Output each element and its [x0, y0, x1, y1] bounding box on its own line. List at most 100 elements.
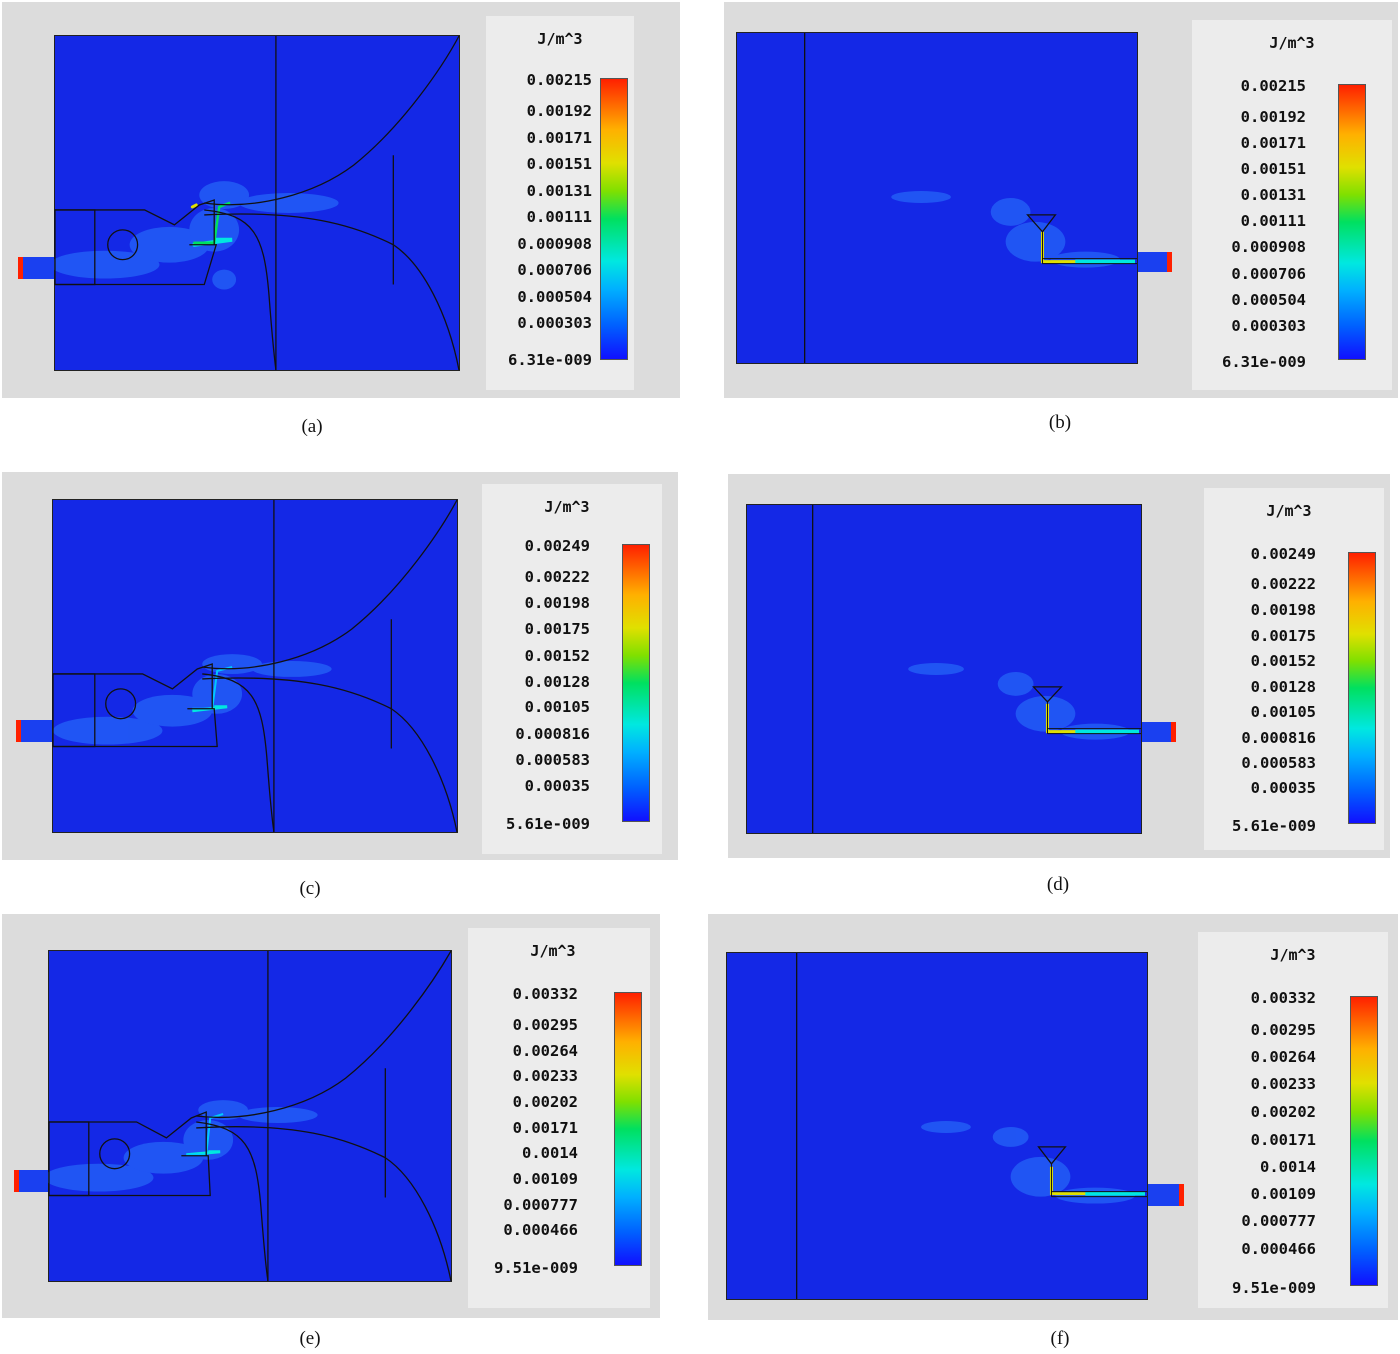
field-hot	[186, 1113, 224, 1157]
tick-label: 9.51e-009	[494, 1259, 578, 1277]
tick-label: 0.000466	[503, 1221, 578, 1240]
feed-port-c	[16, 720, 52, 742]
tick-label: 0.00175	[1250, 626, 1316, 645]
colorbar	[614, 992, 642, 1266]
tick-label: 0.00128	[1250, 677, 1316, 696]
tick-label: 0.000706	[517, 261, 592, 280]
tick-label: 0.00233	[512, 1067, 578, 1086]
tick-label: 0.000504	[1231, 290, 1306, 309]
antenna-top-view-e	[44, 950, 452, 1282]
legend-d: J/m^3 0.00249 0.00222 0.00198 0.00175 0.…	[1204, 488, 1384, 850]
tick-label: 0.000908	[1231, 238, 1306, 257]
tick-label: 0.00198	[524, 593, 590, 612]
tick-label: 0.0014	[1260, 1157, 1316, 1176]
tick-label: 0.00249	[524, 537, 590, 555]
tick-label: 0.00151	[526, 155, 592, 173]
unit-label: J/m^3	[1269, 34, 1315, 52]
tick-label: 0.00175	[524, 620, 590, 639]
tick-label: 0.00131	[1240, 186, 1306, 205]
tick-label: 0.000777	[1241, 1212, 1316, 1231]
caption-d: (d)	[1046, 874, 1070, 895]
tick-label: 6.31e-009	[1222, 353, 1306, 371]
tick-label: 0.00105	[1250, 702, 1316, 721]
panel-d: J/m^3 0.00249 0.00222 0.00198 0.00175 0.…	[728, 474, 1390, 858]
tick-label: 0.00332	[512, 985, 578, 1003]
colorbar	[1350, 996, 1378, 1286]
field-glow	[50, 181, 339, 290]
tick-label: 0.00332	[1250, 989, 1316, 1007]
feed-port-e	[14, 1170, 48, 1192]
feed-port-f	[1148, 1184, 1184, 1206]
tick-label: 0.00222	[1250, 575, 1316, 594]
tick-labels: 0.00215 0.00192 0.00171 0.00151 0.00131 …	[486, 71, 592, 369]
field-glow	[908, 663, 1131, 740]
simulation-view-b	[736, 32, 1138, 364]
antenna-outline	[52, 499, 458, 833]
tick-label: 0.00171	[526, 128, 592, 147]
feed-line	[1037, 1146, 1147, 1198]
feed-port-b	[1138, 252, 1172, 272]
antenna-outline	[48, 950, 452, 1282]
panel-a: J/m^3 0.00215 0.00192 0.00171 0.00151 0.…	[2, 2, 680, 398]
tick-label: 0.00128	[524, 672, 590, 691]
colorbar	[600, 78, 628, 360]
caption-b: (b)	[1048, 412, 1072, 433]
tick-label: 0.0014	[522, 1143, 578, 1162]
caption-e: (e)	[299, 1328, 321, 1349]
tick-label: 0.00192	[526, 102, 592, 121]
field-glow	[44, 1100, 318, 1192]
unit-label: J/m^3	[530, 942, 576, 960]
antenna-top-view-a	[50, 35, 460, 371]
tick-label: 0.00264	[512, 1041, 578, 1060]
tick-label: 0.00151	[1240, 159, 1306, 178]
tick-label: 0.000777	[503, 1195, 578, 1214]
legend-e: J/m^3 0.00332 0.00295 0.00264 0.00233 0.…	[468, 928, 650, 1308]
tick-label: 0.00249	[1250, 545, 1316, 563]
tick-label: 0.00131	[526, 181, 592, 200]
tick-label: 0.00264	[1250, 1048, 1316, 1067]
tick-label: 0.00035	[1250, 778, 1316, 797]
feed-port-d	[1142, 722, 1176, 742]
tick-label: 0.00295	[1250, 1020, 1316, 1039]
legend-f: J/m^3 0.00332 0.00295 0.00264 0.00233 0.…	[1198, 932, 1388, 1308]
tick-label: 0.00109	[512, 1169, 578, 1188]
tick-label: 0.000303	[1231, 316, 1306, 335]
tick-labels: 0.00249 0.00222 0.00198 0.00175 0.00152 …	[482, 537, 590, 833]
tick-label: 0.00222	[524, 567, 590, 586]
unit-label: J/m^3	[1266, 502, 1312, 520]
tick-label: 0.00111	[526, 207, 592, 226]
tick-label: 0.00111	[1240, 211, 1306, 230]
panel-e: J/m^3 0.00332 0.00295 0.00264 0.00233 0.…	[2, 914, 660, 1318]
tick-label: 0.000583	[1241, 753, 1316, 772]
antenna-top-view-c	[52, 499, 458, 833]
feed-line	[1026, 214, 1137, 265]
unit-label: J/m^3	[537, 30, 583, 48]
colorbar	[622, 544, 650, 822]
tick-label: 0.00233	[1250, 1075, 1316, 1094]
caption-c: (c)	[299, 878, 321, 899]
antenna-outline	[54, 35, 460, 371]
tick-label: 0.00171	[1250, 1130, 1316, 1149]
caption-f: (f)	[1050, 1328, 1070, 1349]
antenna-side-view-f	[796, 953, 1147, 1299]
tick-label: 0.00035	[524, 777, 590, 796]
tick-label: 9.51e-009	[1232, 1279, 1316, 1297]
field-glow	[891, 191, 1121, 268]
tick-label: 5.61e-009	[1232, 817, 1316, 835]
feed-port-a	[18, 257, 54, 279]
simulation-view-c	[52, 499, 458, 833]
simulation-view-f	[726, 952, 1148, 1300]
tick-label: 5.61e-009	[506, 815, 590, 833]
tick-label: 0.00152	[1250, 652, 1316, 671]
tick-label: 0.000583	[515, 751, 590, 770]
antenna-side-view-b	[804, 33, 1137, 363]
simulation-view-e	[44, 950, 452, 1282]
tick-label: 0.000466	[1241, 1239, 1316, 1258]
antenna-side-view-d	[812, 505, 1141, 833]
tick-label: 0.00215	[526, 71, 592, 89]
tick-label: 6.31e-009	[508, 351, 592, 369]
tick-label: 0.00152	[524, 646, 590, 665]
legend-c: J/m^3 0.00249 0.00222 0.00198 0.00175 0.…	[482, 484, 662, 854]
simulation-view-d	[746, 504, 1142, 834]
legend-a: J/m^3 0.00215 0.00192 0.00171 0.00151 0.…	[486, 16, 634, 390]
